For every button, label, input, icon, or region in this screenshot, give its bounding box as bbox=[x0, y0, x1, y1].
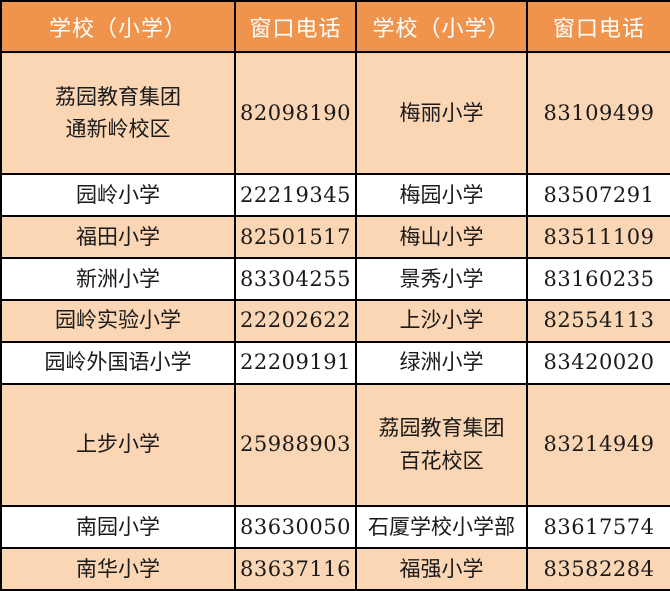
table-row: 荔园教育集团 通新岭校区 82098190 梅丽小学 83109499 bbox=[0, 50, 670, 176]
table-header: 学校（小学） 窗口电话 学校（小学） 窗口电话 bbox=[0, 0, 670, 53]
cell-phone-left: 82098190 bbox=[234, 50, 357, 176]
cell-phone-right: 83507291 bbox=[526, 173, 670, 218]
table-row: 新洲小学 83304255 景秀小学 83160235 bbox=[0, 257, 670, 301]
cell-school-left: 荔园教育集团 通新岭校区 bbox=[0, 50, 236, 176]
header-school-left: 学校（小学） bbox=[0, 0, 236, 53]
cell-school-right: 荔园教育集团 百花校区 bbox=[355, 382, 528, 508]
header-phone-left: 窗口电话 bbox=[234, 0, 357, 53]
table-row: 南园小学 83630050 石厦学校小学部 83617574 bbox=[0, 505, 670, 549]
table-body: 荔园教育集团 通新岭校区 82098190 梅丽小学 83109499 园岭小学 22219… bbox=[0, 50, 670, 591]
cell-phone-left: 22209191 bbox=[234, 340, 357, 385]
table-row: 上步小学 25988903 荔园教育集团 百花校区 83214949 bbox=[0, 382, 670, 508]
cell-phone-left: 22202622 bbox=[234, 299, 357, 343]
cell-school-left: 南华小学 bbox=[0, 547, 236, 591]
cell-school-right: 景秀小学 bbox=[355, 257, 528, 301]
cell-line-2: 通新岭校区 bbox=[65, 117, 171, 142]
cell-phone-right: 83420020 bbox=[526, 340, 670, 385]
header-row: 学校（小学） 窗口电话 学校（小学） 窗口电话 bbox=[0, 0, 670, 53]
cell-phone-right: 83617574 bbox=[526, 505, 670, 549]
cell-school-right: 石厦学校小学部 bbox=[355, 505, 528, 549]
cell-school-right: 福强小学 bbox=[355, 547, 528, 591]
cell-phone-left: 83637116 bbox=[234, 547, 357, 591]
cell-phone-right: 83214949 bbox=[526, 382, 670, 508]
cell-phone-right: 83511109 bbox=[526, 215, 670, 260]
cell-school-right: 梅园小学 bbox=[355, 173, 528, 218]
cell-phone-right: 83582284 bbox=[526, 547, 670, 591]
cell-phone-right: 83160235 bbox=[526, 257, 670, 301]
cell-phone-left: 82501517 bbox=[234, 215, 357, 260]
cell-school-right: 梅山小学 bbox=[355, 215, 528, 260]
cell-school-left: 南园小学 bbox=[0, 505, 236, 549]
header-school-right: 学校（小学） bbox=[355, 0, 528, 53]
table-row: 园岭外国语小学 22209191 绿洲小学 83420020 bbox=[0, 340, 670, 385]
cell-phone-left: 83304255 bbox=[234, 257, 357, 301]
cell-school-right: 绿洲小学 bbox=[355, 340, 528, 385]
cell-multiline: 荔园教育集团 通新岭校区 bbox=[4, 81, 232, 146]
cell-phone-left: 83630050 bbox=[234, 505, 357, 549]
header-phone-right: 窗口电话 bbox=[526, 0, 670, 53]
cell-school-left: 园岭实验小学 bbox=[0, 299, 236, 343]
cell-school-left: 园岭外国语小学 bbox=[0, 340, 236, 385]
cell-school-left: 上步小学 bbox=[0, 382, 236, 508]
cell-school-left: 园岭小学 bbox=[0, 173, 236, 218]
table-row: 园岭小学 22219345 梅园小学 83507291 bbox=[0, 173, 670, 218]
cell-phone-right: 83109499 bbox=[526, 50, 670, 176]
table-row: 园岭实验小学 22202622 上沙小学 82554113 bbox=[0, 299, 670, 343]
cell-line-2: 百花校区 bbox=[399, 448, 484, 473]
cell-school-left: 新洲小学 bbox=[0, 257, 236, 301]
cell-line-1: 荔园教育集团 bbox=[55, 84, 181, 109]
cell-school-right: 上沙小学 bbox=[355, 299, 528, 343]
cell-phone-left: 25988903 bbox=[234, 382, 357, 508]
cell-school-right: 梅丽小学 bbox=[355, 50, 528, 176]
cell-school-left: 福田小学 bbox=[0, 215, 236, 260]
table-row: 南华小学 83637116 福强小学 83582284 bbox=[0, 547, 670, 591]
cell-line-1: 荔园教育集团 bbox=[378, 416, 505, 441]
cell-phone-right: 82554113 bbox=[526, 299, 670, 343]
table-row: 福田小学 82501517 梅山小学 83511109 bbox=[0, 215, 670, 260]
cell-phone-left: 22219345 bbox=[234, 173, 357, 218]
cell-multiline: 荔园教育集团 百花校区 bbox=[359, 412, 524, 477]
